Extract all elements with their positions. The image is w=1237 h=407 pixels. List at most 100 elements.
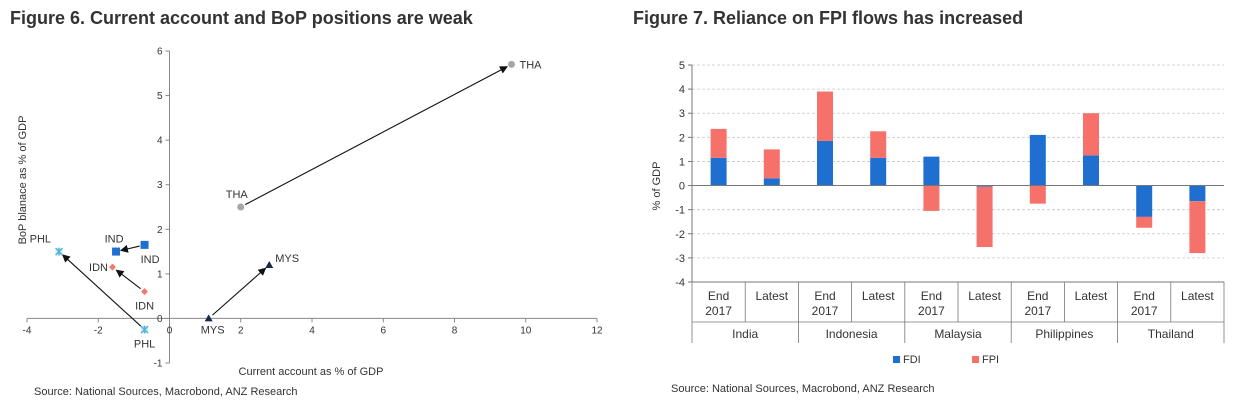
y-tick-label: 3 — [157, 180, 163, 191]
figure7-title: Figure 7. Reliance on FPI flows has incr… — [633, 8, 1024, 28]
category-label: Latest — [862, 289, 895, 303]
y-tick-label: -1 — [675, 205, 685, 217]
x-tick-label: 0 — [167, 325, 173, 336]
category-label-line2: 2017 — [812, 304, 839, 318]
x-tick-label: -4 — [23, 325, 32, 336]
arrow-phl — [62, 254, 142, 327]
point-mys-1 — [204, 314, 213, 322]
point-label: THA — [226, 189, 249, 201]
y-tick-label: 6 — [157, 47, 163, 58]
y-tick-label: -1 — [154, 359, 163, 370]
y-axis-title: BoP blanace as % of GDP — [17, 116, 29, 245]
category-label: End — [1134, 289, 1155, 303]
y-tick-label: 5 — [679, 60, 685, 72]
bar-fpi — [710, 128, 727, 158]
figure6-title: Figure 6. Current account and BoP positi… — [10, 8, 473, 28]
y-tick-label: -3 — [675, 253, 685, 265]
y-tick-label: 5 — [157, 91, 163, 102]
y-tick-label: -4 — [675, 277, 685, 289]
bar-fpi — [1189, 201, 1206, 254]
bar-fdi — [923, 156, 940, 186]
point-label: IDN — [89, 262, 108, 274]
bar-fpi — [976, 186, 993, 248]
bar-fpi — [870, 131, 887, 158]
y-tick-label: 4 — [157, 136, 163, 147]
point-phl-1-star — [140, 325, 149, 334]
point-label: IDN — [135, 301, 154, 313]
x-axis-title: Current account as % of GDP — [239, 366, 384, 378]
x-tick-label: 6 — [380, 325, 386, 336]
arrow-mys — [212, 267, 267, 316]
arrow-idn — [115, 269, 141, 290]
bar-fdi — [976, 185, 993, 187]
bar-fpi — [1136, 216, 1153, 228]
category-label: Latest — [755, 289, 788, 303]
bar-fdi — [710, 157, 727, 186]
category-label-line2: 2017 — [918, 304, 945, 318]
y-tick-label: 3 — [679, 108, 685, 120]
bar-fpi — [1029, 185, 1046, 204]
group-label: Thailand — [1148, 327, 1194, 341]
category-label: End — [1027, 289, 1048, 303]
group-label: Malaysia — [934, 327, 982, 341]
figure6-source: Source: National Sources, Macrobond, ANZ… — [34, 386, 298, 398]
arrow-ind — [119, 244, 140, 253]
figure7-source: Source: National Sources, Macrobond, ANZ… — [671, 383, 935, 395]
point-idn-1 — [141, 288, 149, 296]
legend-label-fpi: FPI — [982, 354, 999, 366]
y-tick-label: 1 — [679, 156, 685, 168]
x-tick-label: 10 — [520, 325, 532, 336]
point-phl-0-star — [55, 247, 64, 256]
x-tick-label: -2 — [94, 325, 103, 336]
category-label: Latest — [1181, 289, 1214, 303]
point-ind-1 — [140, 240, 149, 249]
point-label: MYS — [201, 324, 225, 336]
category-label: End — [814, 289, 835, 303]
category-label: End — [708, 289, 729, 303]
bar-fpi — [763, 149, 780, 179]
y-tick-label: -2 — [675, 229, 685, 241]
bar-fdi — [1136, 185, 1153, 217]
point-tha-0 — [508, 60, 515, 68]
category-label: End — [921, 289, 942, 303]
group-label: Philippines — [1035, 327, 1093, 341]
y-tick-label: 4 — [679, 84, 685, 96]
x-tick-label: 2 — [238, 325, 244, 336]
group-label: India — [732, 327, 758, 341]
bar-fdi — [817, 140, 833, 186]
y-axis-title: % of GDP — [651, 162, 663, 211]
point-label: MYS — [275, 253, 299, 265]
bar-fpi — [1083, 113, 1099, 156]
bar-fdi — [1029, 134, 1046, 186]
x-tick-label: 12 — [591, 325, 603, 336]
point-ind-0 — [112, 247, 121, 256]
legend-label-fdi: FDI — [903, 354, 921, 366]
point-label: PHL — [30, 234, 51, 246]
bar-fpi — [923, 185, 940, 211]
y-tick-label: 0 — [679, 181, 685, 193]
y-tick-label: 0 — [157, 314, 163, 325]
category-label: Latest — [968, 289, 1001, 303]
y-tick-label: 2 — [157, 225, 163, 236]
point-label: PHL — [134, 339, 155, 351]
legend-swatch-fdi — [893, 356, 900, 363]
point-mys-0 — [265, 260, 274, 268]
point-label: IND — [141, 254, 160, 266]
group-label: Indonesia — [826, 327, 878, 341]
point-phl-0 — [55, 247, 64, 256]
point-phl-1 — [140, 325, 149, 334]
point-idn-0 — [109, 263, 116, 271]
category-label-line2: 2017 — [1024, 304, 1051, 318]
bar-fdi — [1189, 185, 1206, 202]
category-label-line2: 2017 — [705, 304, 732, 318]
point-tha-1 — [237, 203, 245, 211]
x-tick-label: 4 — [309, 325, 315, 336]
point-label: THA — [520, 59, 543, 71]
arrow-tha — [244, 66, 508, 206]
bar-fdi — [1083, 155, 1099, 186]
y-tick-label: 2 — [679, 132, 685, 144]
category-label-line2: 2017 — [1131, 304, 1158, 318]
x-tick-label: 8 — [452, 325, 458, 336]
